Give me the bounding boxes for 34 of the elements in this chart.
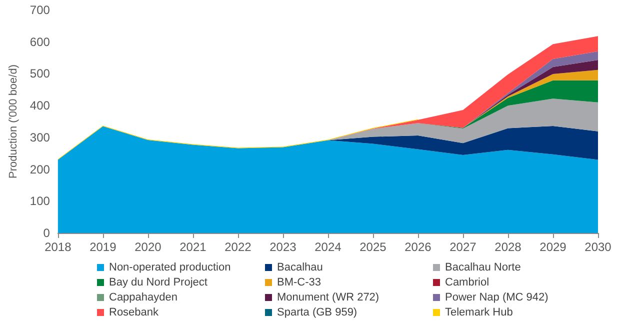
legend-label: Monument (WR 272) — [277, 292, 380, 304]
legend-label: Power Nap (MC 942) — [445, 292, 548, 304]
legend-label: BM-C-33 — [277, 276, 322, 288]
legend-label: Non-operated production — [109, 262, 231, 274]
y-tick-label: 700 — [30, 3, 50, 17]
y-tick-label: 200 — [30, 162, 50, 176]
legend-label: Cappahayden — [109, 292, 178, 304]
legend-label: Cambriol — [445, 276, 490, 288]
y-tick-label: 0 — [43, 226, 50, 240]
x-tick-label: 2021 — [180, 240, 207, 254]
y-tick-label: 400 — [30, 98, 50, 113]
legend-label: Sparta (GB 959) — [277, 306, 358, 318]
legend-label: Bacalhau Norte — [445, 262, 521, 274]
x-tick-label: 2023 — [270, 240, 297, 254]
legend-label: Bay du Nord Project — [109, 276, 208, 288]
x-tick-label: 2018 — [44, 240, 72, 254]
legend-label: Telemark Hub — [445, 306, 513, 318]
x-tick-label: 2029 — [540, 240, 567, 254]
x-tick-label: 2026 — [404, 240, 432, 254]
x-tick-label: 2019 — [90, 240, 117, 254]
legend-label: Rosebank — [109, 306, 160, 318]
y-axis-title: Production ('000 boe/d) — [8, 64, 20, 179]
x-tick-label: 2020 — [134, 240, 162, 254]
x-tick-label: 2024 — [314, 240, 342, 254]
y-tick-label: 600 — [30, 34, 50, 49]
y-tick-label: 300 — [30, 130, 50, 144]
x-tick-label: 2028 — [494, 240, 522, 254]
x-tick-label: 2022 — [224, 240, 252, 254]
x-tick-label: 2030 — [584, 240, 612, 254]
y-tick-label: 500 — [30, 66, 50, 81]
x-tick-label: 2025 — [360, 240, 387, 254]
y-tick-label: 100 — [30, 194, 50, 208]
x-tick-label: 2027 — [450, 240, 477, 254]
legend-label: Bacalhau — [277, 262, 323, 274]
